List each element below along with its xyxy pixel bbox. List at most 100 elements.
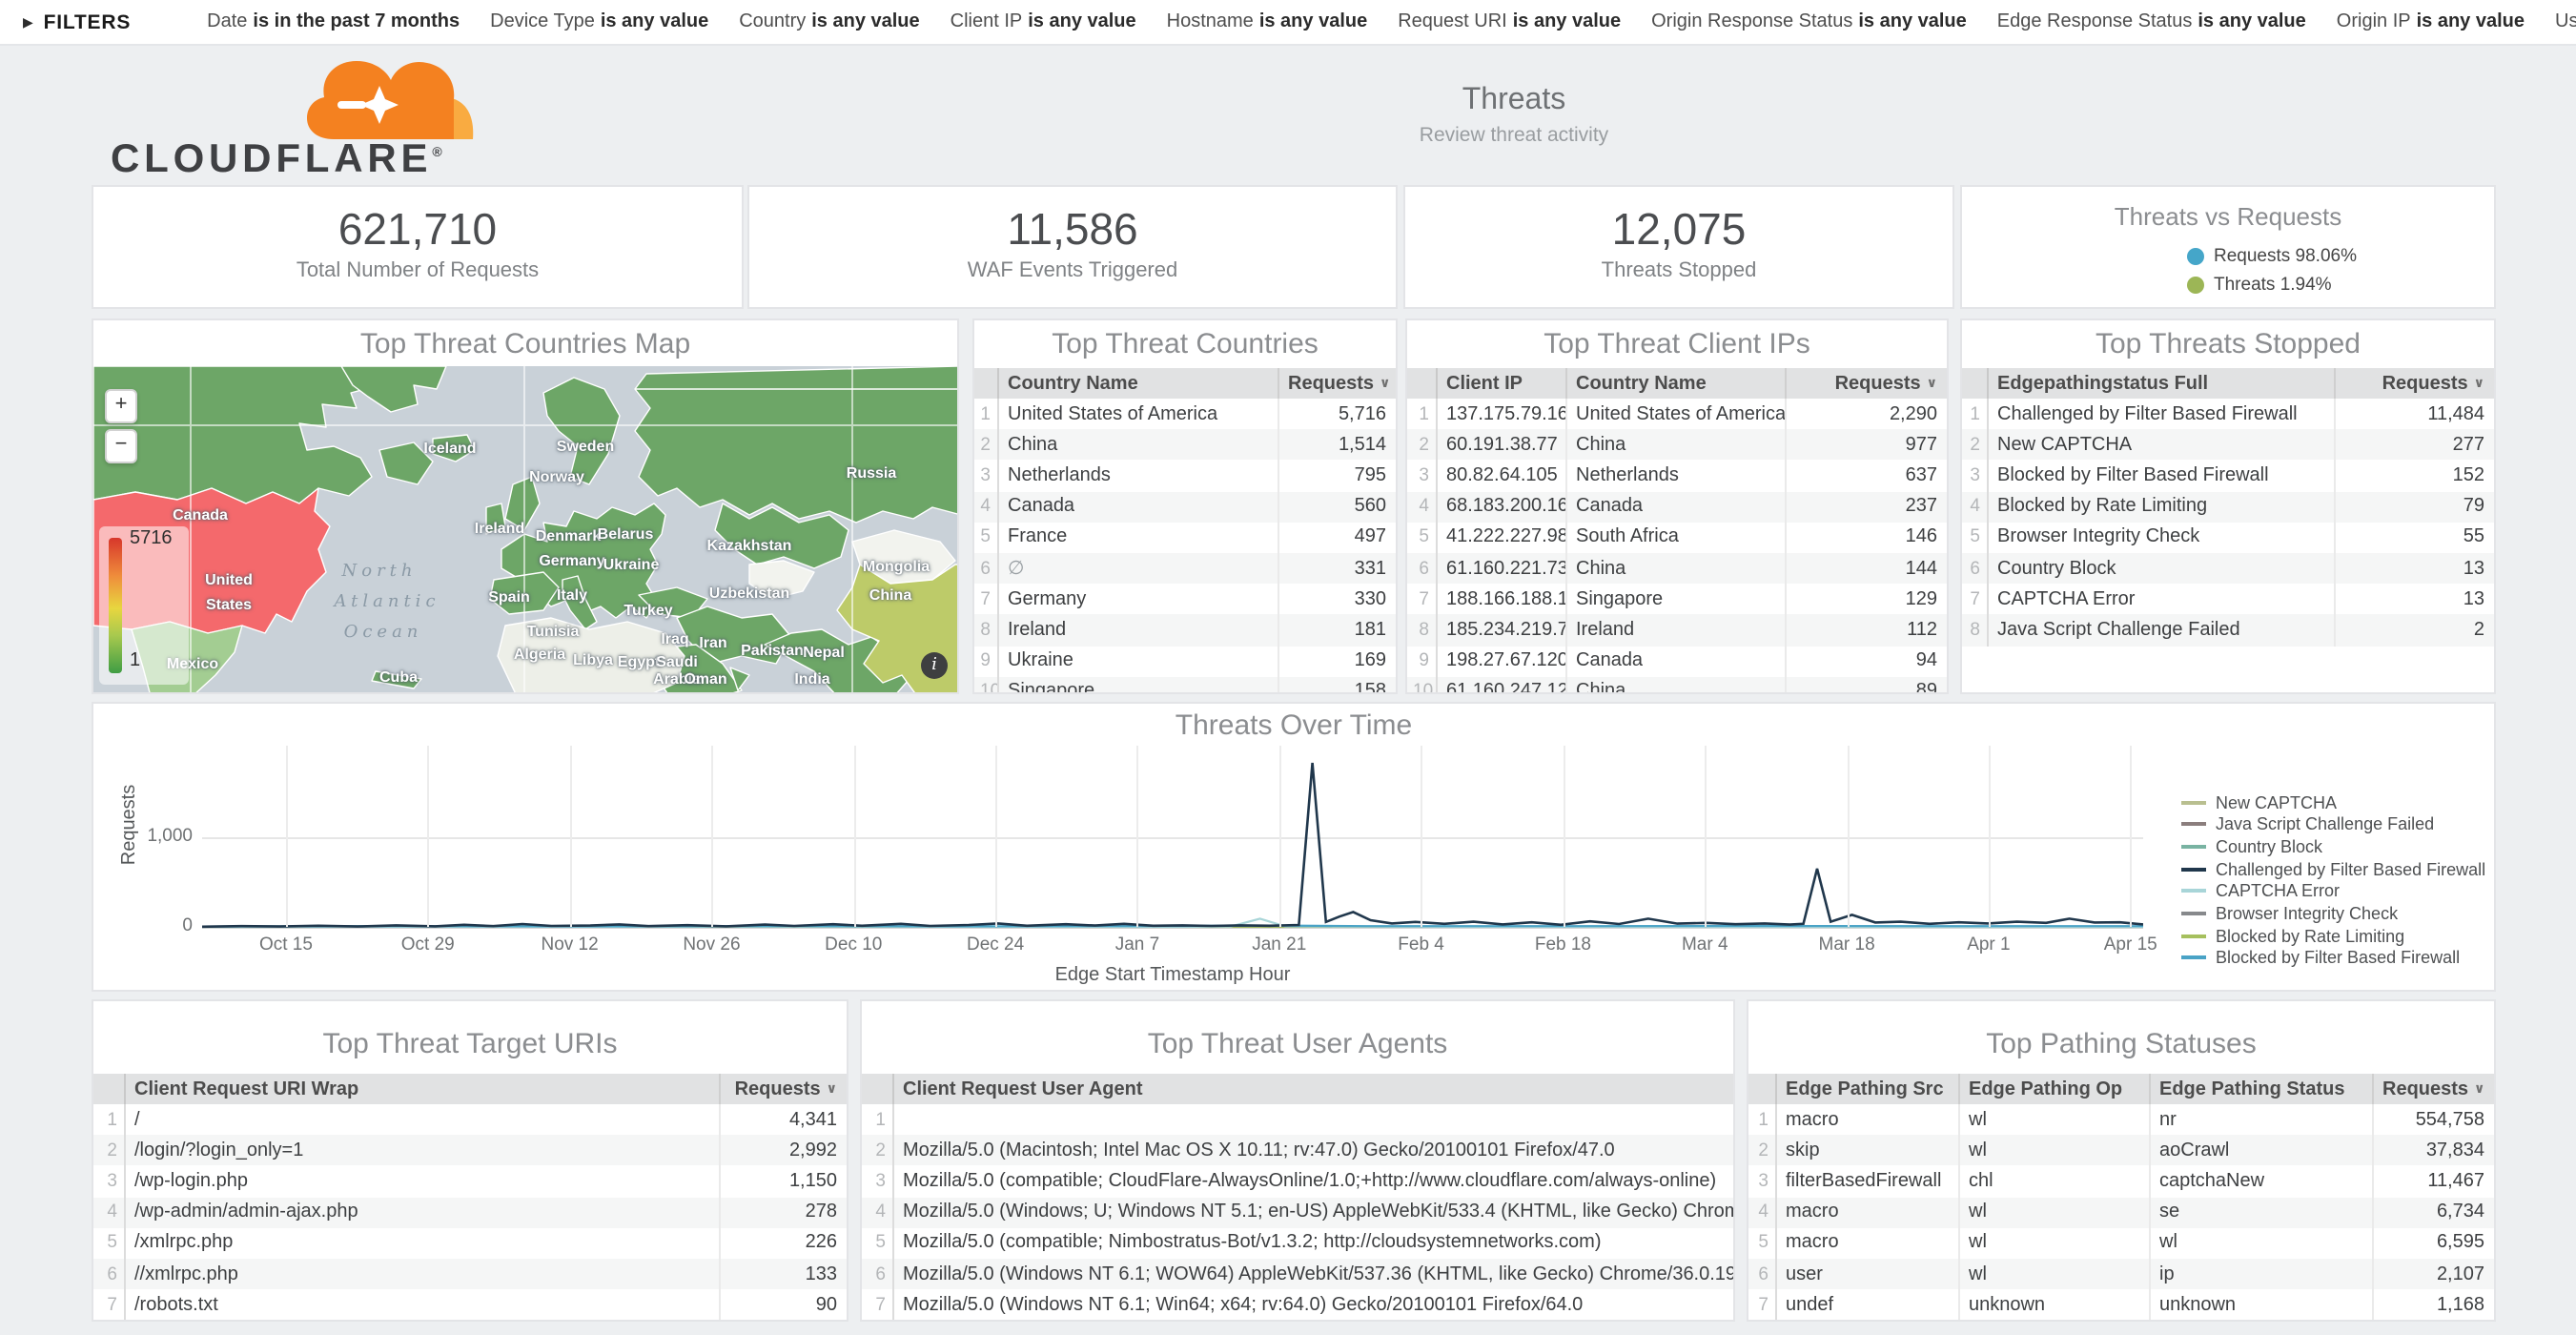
column-header[interactable]: Requests ∨ — [719, 1074, 847, 1104]
table-row[interactable]: 7 undef unknown unknown 1,168 — [1748, 1289, 2494, 1320]
table-row[interactable]: 1 macro wl nr 554,758 — [1748, 1104, 2494, 1136]
table-cell: 13 — [2463, 588, 2484, 610]
column-header[interactable]: Client IP — [1436, 368, 1566, 399]
table-row[interactable]: 2 China 1,514 — [974, 429, 1396, 461]
table-row[interactable]: 2/login/?login_only=1 2,992 — [93, 1135, 847, 1166]
filter-item[interactable]: Origin IP is any value — [2336, 11, 2525, 32]
filter-item[interactable]: Country is any value — [739, 11, 920, 32]
table-row[interactable]: 5 macro wl wl 6,595 — [1748, 1227, 2494, 1259]
column-header[interactable]: Edge Pathing Src — [1775, 1074, 1959, 1104]
table-row[interactable]: 1 — [862, 1104, 1733, 1136]
column-header[interactable]: Requests ∨ — [1785, 368, 1947, 399]
table-row[interactable]: 1 Challenged by Filter Based Firewall 11,4… — [1962, 399, 2494, 430]
filter-item[interactable]: Request URI is any value — [1398, 11, 1622, 32]
legend-item[interactable]: Challenged by Filter Based Firewall — [2181, 858, 2485, 879]
column-header[interactable]: Requests ∨ — [1278, 368, 1396, 399]
table-row[interactable]: 6 Mozilla/5.0 (Windows NT 6.1; WOW64) App… — [862, 1258, 1733, 1290]
legend-item[interactable]: Country Block — [2181, 836, 2322, 857]
filter-item[interactable]: Edge Response Status is any value — [1996, 11, 2306, 32]
column-header[interactable]: Country Name — [1565, 368, 1786, 399]
column-header[interactable]: Requests ∨ — [2372, 1074, 2494, 1104]
filter-item[interactable]: Origin Response Status is any value — [1651, 11, 1967, 32]
column-header[interactable]: Client Request User Agent — [892, 1074, 1733, 1104]
pie-legend-item[interactable]: Requests 98.06% — [2187, 246, 2357, 267]
filter-item[interactable]: Device Type is any value — [490, 11, 709, 32]
filter-item[interactable]: Client IP is any value — [950, 11, 1136, 32]
filter-item[interactable]: User Agentis any value — [2555, 11, 2576, 32]
top-pathing-statuses-panel: Top Pathing Statuses Edge Pathing Src Edg… — [1747, 999, 2496, 1322]
map-label: Egypt — [617, 653, 661, 670]
table-row[interactable]: 4/wp-admin/admin-ajax.php 278 — [93, 1197, 847, 1228]
table-row[interactable]: 4 Canada 560 — [974, 491, 1396, 523]
table-row[interactable]: 2 skip wl aoCrawl 37,834 — [1748, 1135, 2494, 1166]
table-row[interactable]: 6 ∅ 331 — [974, 552, 1396, 585]
zoom-in-button[interactable]: + — [105, 389, 137, 423]
table-row[interactable]: 5 Mozilla/5.0 (compatible; Nimbostratus-B… — [862, 1227, 1733, 1259]
legend-item[interactable]: CAPTCHA Error — [2181, 881, 2340, 902]
table-row[interactable]: 468.183.200.167Canada 237 — [1407, 491, 1947, 523]
filter-item[interactable]: Date is in the past 7 months — [207, 11, 460, 32]
table-row[interactable]: 6 user wl ip 2,107 — [1748, 1258, 2494, 1290]
table-row[interactable]: 7 CAPTCHA Error 13 — [1962, 584, 2494, 615]
table-cell: Ireland — [1565, 614, 1786, 646]
column-header[interactable]: Edge Pathing Status — [2149, 1074, 2373, 1104]
filter-item[interactable]: Hostname is any value — [1166, 11, 1368, 32]
table-row[interactable]: 1 United States of America 5,716 — [974, 399, 1396, 430]
table-row[interactable]: 8 Java Script Challenge Failed 2 — [1962, 614, 2494, 646]
table-header-row: Client Request User Agent — [862, 1074, 1733, 1104]
table-row[interactable]: 1/ 4,341 — [93, 1104, 847, 1136]
table-row[interactable]: 3/wp-login.php 1,150 — [93, 1165, 847, 1198]
table-row[interactable]: 5/xmlrpc.php 226 — [93, 1227, 847, 1259]
column-header[interactable]: Country Name — [997, 368, 1278, 399]
table-row[interactable]: 2 Mozilla/5.0 (Macintosh; Intel Mac OS X … — [862, 1135, 1733, 1166]
column-header[interactable]: Edge Pathing Op — [1958, 1074, 2150, 1104]
info-icon[interactable]: i — [921, 652, 948, 679]
legend-item[interactable]: Blocked by Rate Limiting — [2181, 925, 2404, 946]
table-row[interactable]: 9 198.27.67.120 Canada 94 — [1407, 646, 1947, 677]
table-row[interactable]: 7 Mozilla/5.0 (Windows NT 6.1; Win64; x64… — [862, 1289, 1733, 1320]
table-row[interactable]: 3 Netherlands 795 — [974, 460, 1396, 492]
world-map[interactable]: Canada United States Mexico Cuba Iceland Irela… — [93, 366, 957, 692]
table-cell: Mozilla/5.0 (Windows NT 6.1; WOW64) Appl… — [903, 1263, 1733, 1285]
legend-line-icon — [2181, 955, 2206, 960]
chart-plot[interactable] — [202, 746, 2143, 929]
table-row[interactable]: 9 Ukraine 169 — [974, 646, 1396, 677]
table-row[interactable]: 3 filterBasedFirewall chl captchaNew 11,467 — [1748, 1165, 2494, 1198]
data-table: Client Request User Agent 1 2 Mozilla/5.0 (… — [862, 1074, 1733, 1320]
table-row[interactable]: 4 Mozilla/5.0 (Windows; U; Windows NT 5.1… — [862, 1197, 1733, 1228]
pie-legend-item[interactable]: Threats 1.94% — [2187, 275, 2357, 296]
table-row[interactable]: 7 Germany 330 — [974, 584, 1396, 615]
table-row[interactable]: 3 80.82.64.105 Netherlands 637 — [1407, 460, 1947, 492]
table-row[interactable]: 2 60.191.38.77 China 977 — [1407, 429, 1947, 461]
legend-item[interactable]: Browser Integrity Check — [2181, 903, 2398, 924]
table-row[interactable]: 4 macro wl se 6,734 — [1748, 1197, 2494, 1228]
table-row[interactable]: 5 Browser Integrity Check 55 — [1962, 522, 2494, 553]
legend-item[interactable]: Blocked by Filter Based Firewall — [2181, 948, 2460, 969]
zoom-out-button[interactable]: − — [105, 429, 137, 463]
table-row[interactable]: 5 41.222.227.98 South Africa 146 — [1407, 522, 1947, 553]
table-row[interactable]: 5 France 497 — [974, 522, 1396, 553]
table-row[interactable]: 10Singapore 158 — [974, 676, 1396, 692]
table-row[interactable]: 7/robots.txt 90 — [93, 1289, 847, 1320]
column-header[interactable]: Requests ∨ — [2334, 368, 2494, 399]
table-row[interactable]: 4 Blocked by Rate Limiting 79 — [1962, 491, 2494, 523]
table-row[interactable]: 6//xmlrpc.php 133 — [93, 1258, 847, 1290]
table-row[interactable]: 3 Blocked by Filter Based Firewall 152 — [1962, 460, 2494, 492]
legend-line-icon — [2181, 934, 2206, 938]
filters-toggle[interactable]: ▶ FILTERS — [23, 10, 132, 33]
column-header[interactable]: Edgepathingstatus Full — [1987, 368, 2335, 399]
table-row[interactable]: 6 Country Block 13 — [1962, 552, 2494, 585]
table-row[interactable]: 8 Ireland 181 — [974, 614, 1396, 646]
table-row[interactable]: 6 61.160.221.73 China 144 — [1407, 552, 1947, 585]
column-header[interactable]: Client Request URI Wrap — [124, 1074, 720, 1104]
legend-item[interactable]: Java Script Challenge Failed — [2181, 813, 2434, 834]
table-row[interactable]: 2 New CAPTCHA 277 — [1962, 429, 2494, 461]
legend-item[interactable]: New CAPTCHA — [2181, 791, 2337, 812]
series-line — [202, 762, 2143, 929]
table-cell: United States of America — [997, 399, 1278, 430]
table-row[interactable]: 3 Mozilla/5.0 (compatible; CloudFlare-Alw… — [862, 1165, 1733, 1198]
